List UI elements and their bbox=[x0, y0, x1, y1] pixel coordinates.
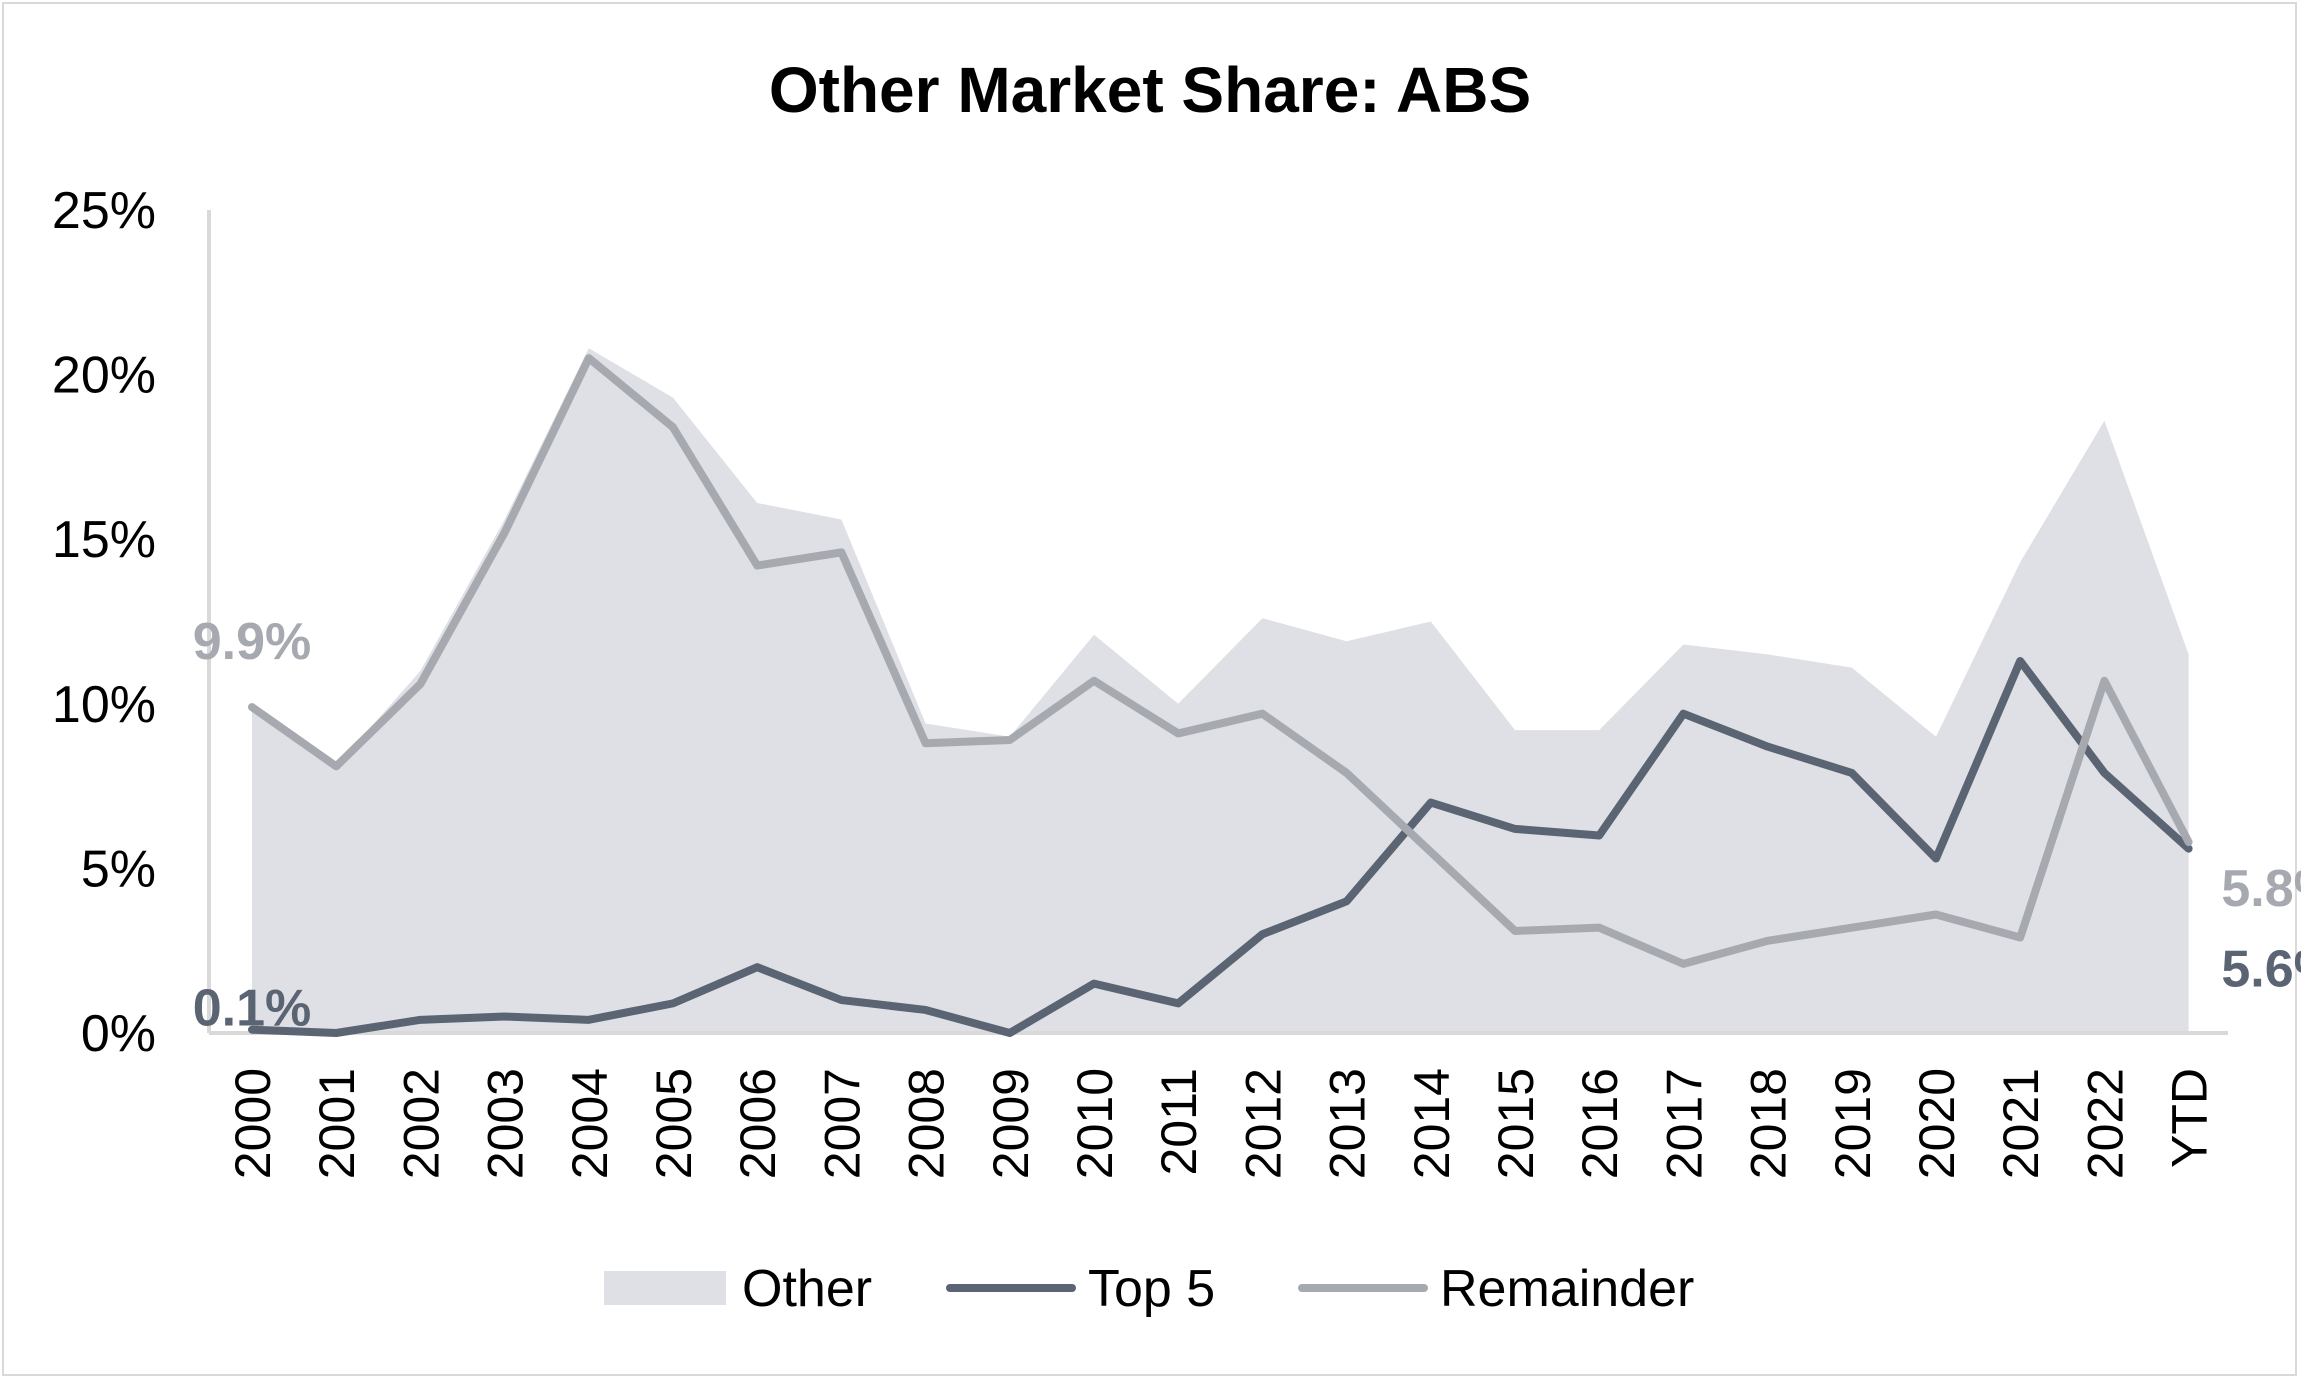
x-tick-label: 2015 bbox=[1488, 1068, 1544, 1179]
line-top-5 bbox=[248, 657, 2193, 1037]
data-label-remainder: 5.8% bbox=[2221, 860, 2301, 918]
x-tick-label: 2000 bbox=[225, 1068, 281, 1179]
axis-layer: 0% 5% 10% 15% 20% 25% 2000 2001 2002 2003 2004 2005… bbox=[52, 182, 2228, 1179]
legend-swatch-other bbox=[604, 1271, 726, 1305]
x-tick-label: 2018 bbox=[1741, 1068, 1797, 1179]
data-label-top-5: 0.1% bbox=[193, 980, 312, 1038]
chart-title: Other Market Share: ABS bbox=[769, 54, 1531, 126]
x-tick-label: 2008 bbox=[899, 1068, 955, 1179]
x-tick-label: 2003 bbox=[478, 1068, 534, 1179]
y-tick-label: 25% bbox=[52, 182, 156, 240]
x-tick-label: 2011 bbox=[1151, 1068, 1207, 1176]
legend: Other Top 5 Remainder bbox=[604, 1260, 1694, 1318]
x-tick-label: 2013 bbox=[1320, 1068, 1376, 1179]
x-tick-label: 2021 bbox=[1993, 1068, 2049, 1179]
x-tick-label: 2019 bbox=[1825, 1068, 1881, 1179]
line-remainder bbox=[248, 354, 2193, 968]
x-tick-label: 2016 bbox=[1572, 1068, 1628, 1179]
line-layer bbox=[248, 354, 2193, 1037]
x-tick-label: YTD bbox=[2162, 1068, 2218, 1168]
x-tick-label: 2010 bbox=[1067, 1068, 1123, 1179]
x-tick-label: 2017 bbox=[1656, 1068, 1712, 1179]
x-tick-label: 2004 bbox=[562, 1068, 618, 1179]
legend-label-top-5: Top 5 bbox=[1088, 1260, 1215, 1318]
x-tick-label: 2006 bbox=[730, 1068, 786, 1179]
x-tick-label: 2014 bbox=[1404, 1068, 1460, 1179]
y-tick-label: 10% bbox=[52, 676, 156, 734]
x-tick-label: 2005 bbox=[646, 1068, 702, 1179]
y-tick-label: 5% bbox=[81, 840, 156, 898]
x-tick-label: 2022 bbox=[2077, 1068, 2133, 1179]
y-tick-label: 20% bbox=[52, 347, 156, 405]
legend-label-remainder: Remainder bbox=[1440, 1260, 1694, 1318]
x-tick-label: 2001 bbox=[309, 1068, 365, 1179]
label-layer: 9.9% 0.1% 5.8% 5.6% bbox=[193, 613, 2301, 1038]
area-layer bbox=[252, 348, 2189, 1033]
y-tick-label: 0% bbox=[81, 1005, 156, 1063]
x-tick-label: 2009 bbox=[983, 1068, 1039, 1179]
data-label-remainder: 9.9% bbox=[193, 613, 312, 671]
y-tick-label: 15% bbox=[52, 511, 156, 569]
area-other bbox=[252, 348, 2189, 1033]
legend-label-other: Other bbox=[742, 1260, 872, 1318]
data-label-top-5: 5.6% bbox=[2221, 941, 2301, 999]
x-tick-label: 2012 bbox=[1235, 1068, 1291, 1179]
x-tick-label: 2020 bbox=[1909, 1068, 1965, 1179]
x-tick-label: 2007 bbox=[814, 1068, 870, 1179]
x-tick-label: 2002 bbox=[393, 1068, 449, 1179]
